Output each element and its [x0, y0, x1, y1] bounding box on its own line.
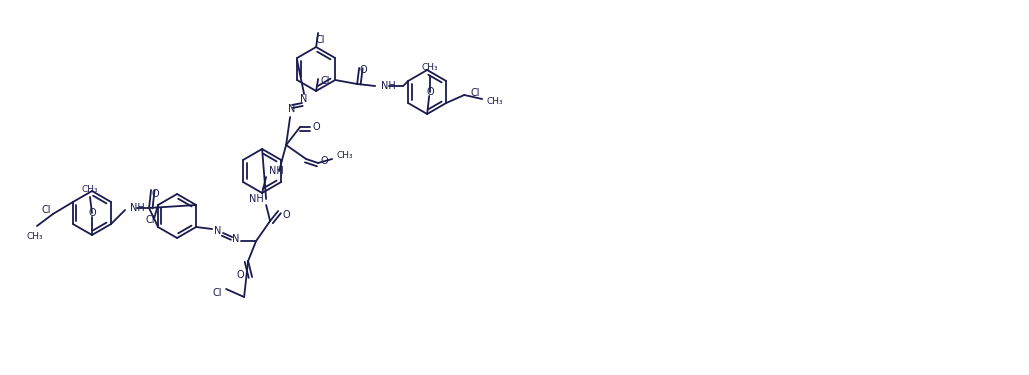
- Text: CH₃: CH₃: [422, 63, 438, 72]
- Text: O: O: [426, 87, 434, 97]
- Text: O: O: [151, 189, 158, 199]
- Text: CH₃: CH₃: [81, 184, 99, 194]
- Text: Cl: Cl: [213, 288, 222, 298]
- Text: Cl: Cl: [145, 215, 154, 225]
- Text: O: O: [312, 122, 320, 132]
- Text: O: O: [320, 156, 327, 166]
- Text: NH: NH: [381, 81, 396, 91]
- Text: CH₃: CH₃: [27, 232, 43, 241]
- Text: NH: NH: [249, 194, 264, 204]
- Text: O: O: [282, 210, 290, 220]
- Text: NH: NH: [130, 203, 145, 213]
- Text: CH₃: CH₃: [336, 150, 353, 159]
- Text: N: N: [300, 94, 308, 104]
- Text: Cl: Cl: [41, 205, 51, 215]
- Text: NH: NH: [270, 166, 284, 176]
- Text: Cl: Cl: [470, 88, 480, 98]
- Text: O: O: [88, 208, 96, 218]
- Text: Cl: Cl: [320, 76, 329, 86]
- Text: N: N: [214, 226, 222, 236]
- Text: Cl: Cl: [315, 35, 325, 45]
- Text: CH₃: CH₃: [487, 96, 503, 105]
- Text: O: O: [359, 65, 367, 75]
- Text: N: N: [288, 104, 295, 114]
- Text: N: N: [233, 234, 240, 244]
- Text: O: O: [237, 270, 244, 280]
